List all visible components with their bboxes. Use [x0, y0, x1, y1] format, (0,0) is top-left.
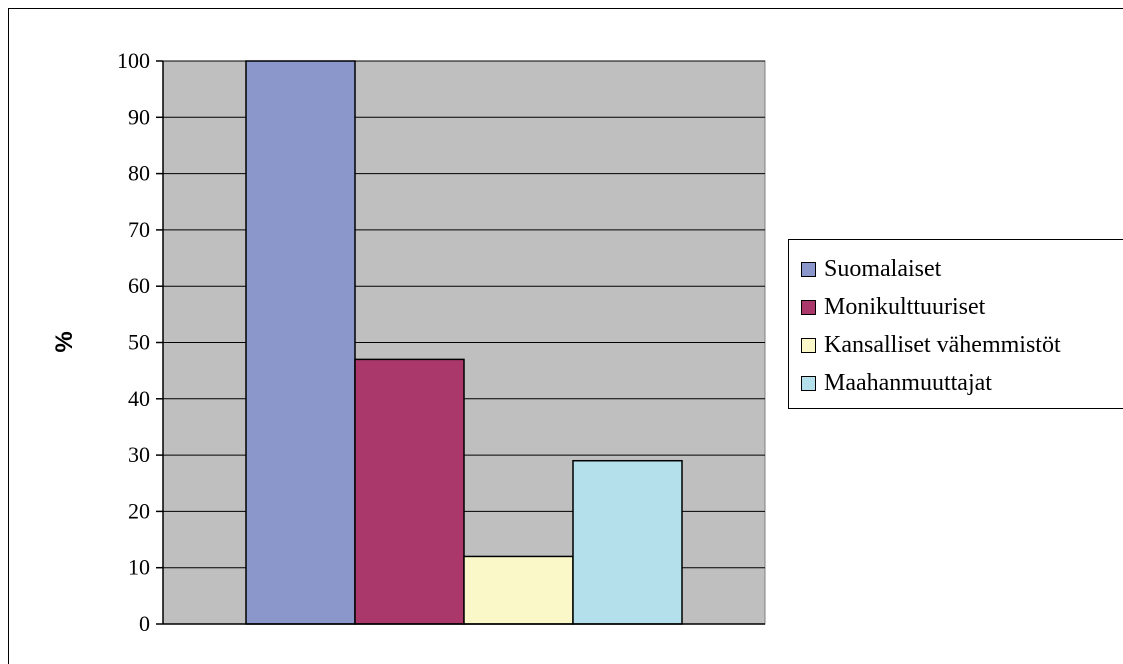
legend-label: Maahanmuuttajat	[824, 369, 992, 396]
y-tick-label: 90	[128, 104, 150, 129]
y-tick-label: 0	[139, 611, 150, 636]
legend-item: Suomalaiset	[801, 254, 941, 284]
y-axis-label: %	[51, 331, 78, 352]
legend-item: Kansalliset vähemmistöt	[801, 330, 1061, 360]
legend-label: Suomalaiset	[824, 255, 942, 282]
legend-swatch	[801, 375, 816, 391]
legend: Suomalaiset Monikulttuuriset Kansalliset v…	[788, 239, 1123, 409]
legend-label: Kansalliset vähemmistöt	[824, 331, 1061, 358]
legend-item: Maahanmuuttajat	[801, 368, 992, 398]
y-tick-label: 10	[128, 555, 150, 580]
legend-label: Monikulttuuriset	[824, 293, 986, 320]
y-tick-label: 100	[117, 48, 150, 73]
bar-monikulttuuriset	[354, 358, 465, 625]
bar-maahanmuuttajat	[572, 459, 683, 625]
y-tick-label: 30	[128, 442, 150, 467]
y-tick-label: 50	[128, 330, 150, 355]
y-tick-label: 70	[128, 217, 150, 242]
bar-suomalaiset	[245, 60, 356, 625]
y-tick-label: 40	[128, 386, 150, 411]
y-tick-label: 20	[128, 498, 150, 523]
legend-swatch	[801, 299, 816, 315]
legend-item: Monikulttuuriset	[801, 292, 985, 322]
y-tick-label: 80	[128, 161, 150, 186]
legend-swatch	[801, 261, 816, 277]
legend-swatch	[801, 337, 816, 353]
bar-kansalliset-vähemmistöt	[463, 555, 574, 625]
y-tick-label: 60	[128, 273, 150, 298]
